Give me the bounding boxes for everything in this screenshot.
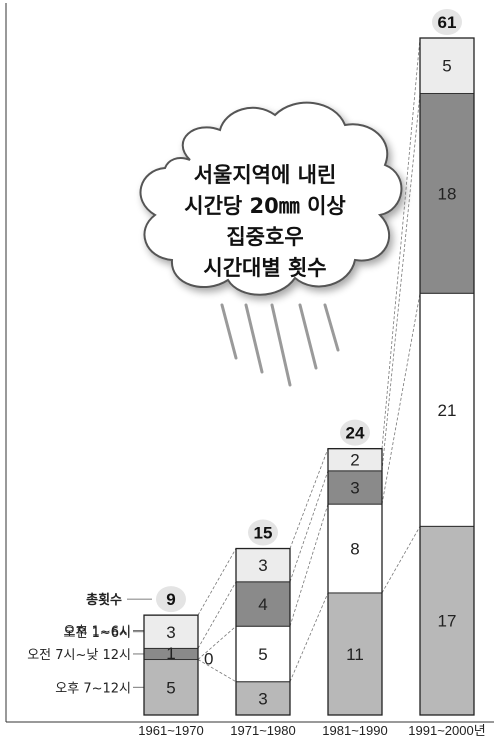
total-badge-3 xyxy=(432,9,462,35)
data-label-3-3: 5 xyxy=(442,57,451,76)
data-label-1-1: 5 xyxy=(258,645,267,664)
data-label-1-0: 3 xyxy=(258,689,267,708)
data-label-0-2: 1 xyxy=(166,644,175,663)
data-label-2-3: 2 xyxy=(350,451,359,470)
title-line-3: 집중호우 xyxy=(226,225,303,249)
bar-3-series-2 xyxy=(419,92,475,294)
connector-1-1 xyxy=(289,592,329,682)
data-label-0-1: 0 xyxy=(204,650,213,669)
data-label-1-2: 4 xyxy=(258,595,267,614)
connector-lines xyxy=(127,37,421,688)
bar-0-series-3 xyxy=(143,614,199,649)
connector-1-2 xyxy=(289,504,329,627)
connector-2-4 xyxy=(381,37,421,449)
category-label-1: 1971~1980 xyxy=(230,723,295,738)
total-count-label: 총횟수 xyxy=(86,592,122,608)
connector-0-1 xyxy=(197,659,237,683)
rain-lines xyxy=(220,303,340,387)
total-label-3: 61 xyxy=(438,13,457,32)
labels: 5 0 1 3 9 1961~1970 3 5 4 3 15 1971~1980 11 8 3 2 24 1981… xyxy=(27,13,485,738)
connector-1-3 xyxy=(289,470,329,582)
connector-2-1 xyxy=(381,526,421,594)
legend-label-0: 오후 7~12시 xyxy=(55,681,131,696)
bar-outline-1 xyxy=(235,547,291,716)
total-label-2: 24 xyxy=(346,424,365,443)
data-label-3-2: 18 xyxy=(438,184,457,203)
bar-3-series-1 xyxy=(419,292,475,527)
data-label-3-0: 17 xyxy=(438,612,457,631)
title-line-1: 서울지역에 내린 xyxy=(194,163,337,187)
bar-outline-2 xyxy=(327,447,383,716)
data-label-3-1: 21 xyxy=(438,401,457,420)
data-label-2-0: 11 xyxy=(346,645,364,664)
bar-outline-0 xyxy=(143,614,199,716)
connector-1-4 xyxy=(289,448,329,549)
bar-outline-3 xyxy=(419,37,475,716)
legend-label-1: 오후 1~6시 xyxy=(64,625,131,640)
total-label-0: 9 xyxy=(166,590,175,609)
data-label-1-3: 3 xyxy=(258,556,267,575)
bars xyxy=(143,9,475,716)
total-label-1: 15 xyxy=(254,524,273,543)
data-label-0-0: 5 xyxy=(166,678,175,697)
chart-title: 서울지역에 내린 시간당 20㎜ 이상 집중호우 시간대별 횟수 xyxy=(184,163,345,280)
cloud-icon xyxy=(139,101,403,387)
total-badge-1 xyxy=(248,519,278,546)
total-badge-2 xyxy=(340,419,370,446)
bar-3-series-3 xyxy=(419,37,475,94)
bar-0-series-0 xyxy=(143,659,199,716)
category-label-0: 1961~1970 xyxy=(138,723,203,738)
legend-label-3: 오전 1~6시 xyxy=(64,626,131,641)
title-line-2: 시간당 20㎜ 이상 xyxy=(184,194,345,218)
total-badge-0 xyxy=(156,586,186,613)
category-label-2: 1981~1990 xyxy=(322,723,387,738)
connector-0-4 xyxy=(197,548,237,616)
data-label-0-3: 3 xyxy=(166,623,175,642)
data-label-2-1: 8 xyxy=(350,540,359,559)
legend-label-2: 오전 7시~낮 12시 xyxy=(27,648,131,663)
connector-0-3 xyxy=(197,581,237,649)
category-label-3: 1991~2000년 xyxy=(408,723,485,738)
title-line-4: 시간대별 횟수 xyxy=(203,256,326,280)
connector-0-2 xyxy=(197,625,237,660)
connector-2-2 xyxy=(381,293,421,505)
data-label-2-2: 3 xyxy=(350,478,359,497)
connector-2-3 xyxy=(381,93,421,471)
